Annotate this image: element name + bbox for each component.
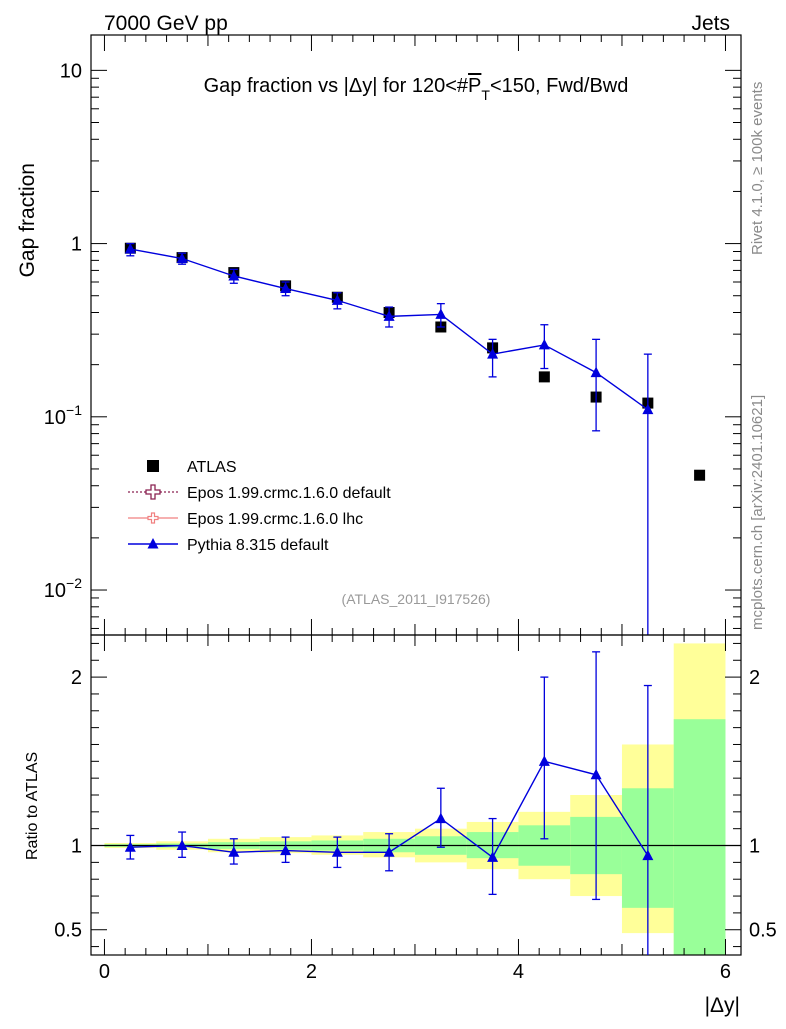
pythia-point: [124, 243, 136, 254]
ratio-y-tick-label: 0.5: [54, 920, 82, 942]
y-tick-label: 10: [60, 60, 82, 82]
legend-marker-epos-lhc: [147, 512, 159, 524]
ratio-pythia-point: [590, 768, 602, 780]
ratio-y-tick-label: 0.5: [749, 920, 777, 942]
ratio-pythia-point: [331, 846, 343, 857]
rivet-label: Rivet 4.1.0, ≥ 100k events: [749, 82, 766, 255]
y-tick-label: 1: [71, 234, 82, 256]
pythia-point: [435, 308, 447, 319]
y-tick-label: 10−2: [44, 575, 82, 602]
x-tick-label: 4: [513, 961, 524, 983]
atlas-point: [694, 469, 706, 481]
pythia-point: [176, 252, 188, 264]
header-category: Jets: [691, 12, 730, 35]
main-title: Gap fraction vs |Δy| for 120<#PT<150, Fw…: [204, 75, 629, 103]
x-tick-label: 2: [306, 961, 317, 983]
legend-label: Epos 1.99.crmc.1.6.0 lhc: [187, 511, 363, 528]
ratio-pythia-point: [538, 755, 550, 766]
legend-label: ATLAS: [187, 459, 237, 476]
x-axis-label: |Δy|: [705, 994, 740, 1017]
pythia-point: [590, 366, 602, 378]
pythia-point: [228, 269, 240, 281]
x-tick-label: 0: [99, 961, 110, 983]
x-tick-label: 6: [720, 961, 731, 983]
header-energy: 7000 GeV pp: [104, 12, 228, 35]
ratio-y-tick-label: 1: [71, 836, 82, 858]
pythia-point: [642, 403, 654, 415]
ratio-panel: 0 2 4 6 0.5 0.5 1 1 2 2: [54, 634, 777, 983]
ratio-ylabel: Ratio to ATLAS: [24, 752, 41, 860]
legend-marker-epos-default: [145, 484, 161, 500]
ratio-pythia-point: [124, 841, 136, 852]
legend-label: Epos 1.99.crmc.1.6.0 default: [187, 485, 391, 502]
legend-marker-atlas: [147, 460, 159, 472]
pythia-point: [280, 282, 292, 294]
ratio-pythia-point: [280, 844, 292, 856]
y-tick-label: 10−1: [44, 402, 82, 429]
pythia-point: [538, 338, 550, 350]
ratio-pythia-point: [487, 851, 499, 862]
pythia-line: [130, 248, 649, 411]
ratio-pythia-point: [642, 849, 654, 861]
pythia-point: [487, 348, 499, 359]
legend-label: Pythia 8.315 default: [187, 537, 329, 554]
ratio-y-tick-label: 2: [749, 667, 760, 689]
legend: ATLAS Epos 1.99.crmc.1.6.0 default Epos 1.…: [128, 459, 391, 554]
mcplots-label: mcplots.cern.ch [arXiv:2401.10621]: [749, 395, 766, 630]
ratio-pythia-point: [176, 839, 188, 851]
main-panel: 10 1 10−1 10−2: [44, 34, 742, 636]
ratio-y-tick-label: 2: [71, 667, 82, 689]
pythia-point: [331, 294, 343, 305]
pythia-point: [383, 310, 395, 321]
ratio-y-tick-label: 1: [749, 836, 760, 858]
analysis-label: (ATLAS_2011_I917526): [342, 591, 491, 607]
ratio-pythia-point: [383, 846, 395, 857]
legend-marker-pythia: [147, 538, 159, 549]
green-band-bin: [673, 719, 726, 955]
ratio-pythia-point: [228, 846, 240, 857]
main-ylabel: Gap fraction: [16, 163, 39, 277]
atlas-point: [538, 371, 550, 383]
ratio-pythia-point: [435, 812, 447, 824]
